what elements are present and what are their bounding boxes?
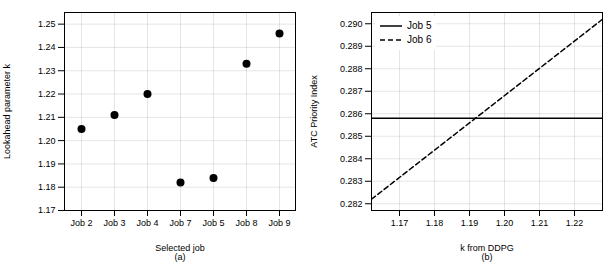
svg-text:1.22: 1.22 <box>38 89 56 99</box>
svg-text:Job 4: Job 4 <box>136 218 158 228</box>
svg-text:ATC Priority Index: ATC Priority Index <box>309 75 319 148</box>
svg-text:Job 7: Job 7 <box>169 218 191 228</box>
svg-text:Job 2: Job 2 <box>70 218 92 228</box>
svg-text:1.20: 1.20 <box>496 218 514 228</box>
svg-text:1.19: 1.19 <box>38 159 56 169</box>
html-text:Job 5: Job 5 <box>407 20 432 31</box>
svg-text:1.18: 1.18 <box>38 182 56 192</box>
svg-text:1.25: 1.25 <box>38 19 56 29</box>
svg-text:0.284: 0.284 <box>340 154 363 164</box>
svg-text:k from DDPG(b): k from DDPG(b) <box>460 243 514 262</box>
svg-text:Job 9: Job 9 <box>268 218 290 228</box>
svg-text:1.23: 1.23 <box>38 66 56 76</box>
svg-text:0.283: 0.283 <box>340 176 363 186</box>
svg-text:1.20: 1.20 <box>38 135 56 145</box>
svg-text:0.289: 0.289 <box>340 41 363 51</box>
svg-text:1.19: 1.19 <box>461 218 479 228</box>
svg-text:0.290: 0.290 <box>340 19 363 29</box>
svg-text:1.17: 1.17 <box>38 205 56 215</box>
html-text:Job 6: Job 6 <box>407 34 432 45</box>
svg-text:0.282: 0.282 <box>340 199 363 209</box>
svg-text:Job 3: Job 3 <box>103 218 125 228</box>
svg-text:1.18: 1.18 <box>426 218 444 228</box>
svg-text:0.287: 0.287 <box>340 86 363 96</box>
svg-text:1.17: 1.17 <box>391 218 409 228</box>
svg-text:0.285: 0.285 <box>340 131 363 141</box>
svg-text:Selected job(a): Selected job(a) <box>155 243 205 262</box>
svg-text:Job 5: Job 5 <box>202 218 224 228</box>
svg-text:1.22: 1.22 <box>566 218 584 228</box>
svg-text:0.286: 0.286 <box>340 109 363 119</box>
svg-text:1.21: 1.21 <box>531 218 549 228</box>
svg-text:Job 8: Job 8 <box>235 218 257 228</box>
svg-text:Lookahead parameter k: Lookahead parameter k <box>2 63 12 159</box>
svg-text:1.21: 1.21 <box>38 112 56 122</box>
svg-text:0.288: 0.288 <box>340 64 363 74</box>
svg-text:1.24: 1.24 <box>38 42 56 52</box>
